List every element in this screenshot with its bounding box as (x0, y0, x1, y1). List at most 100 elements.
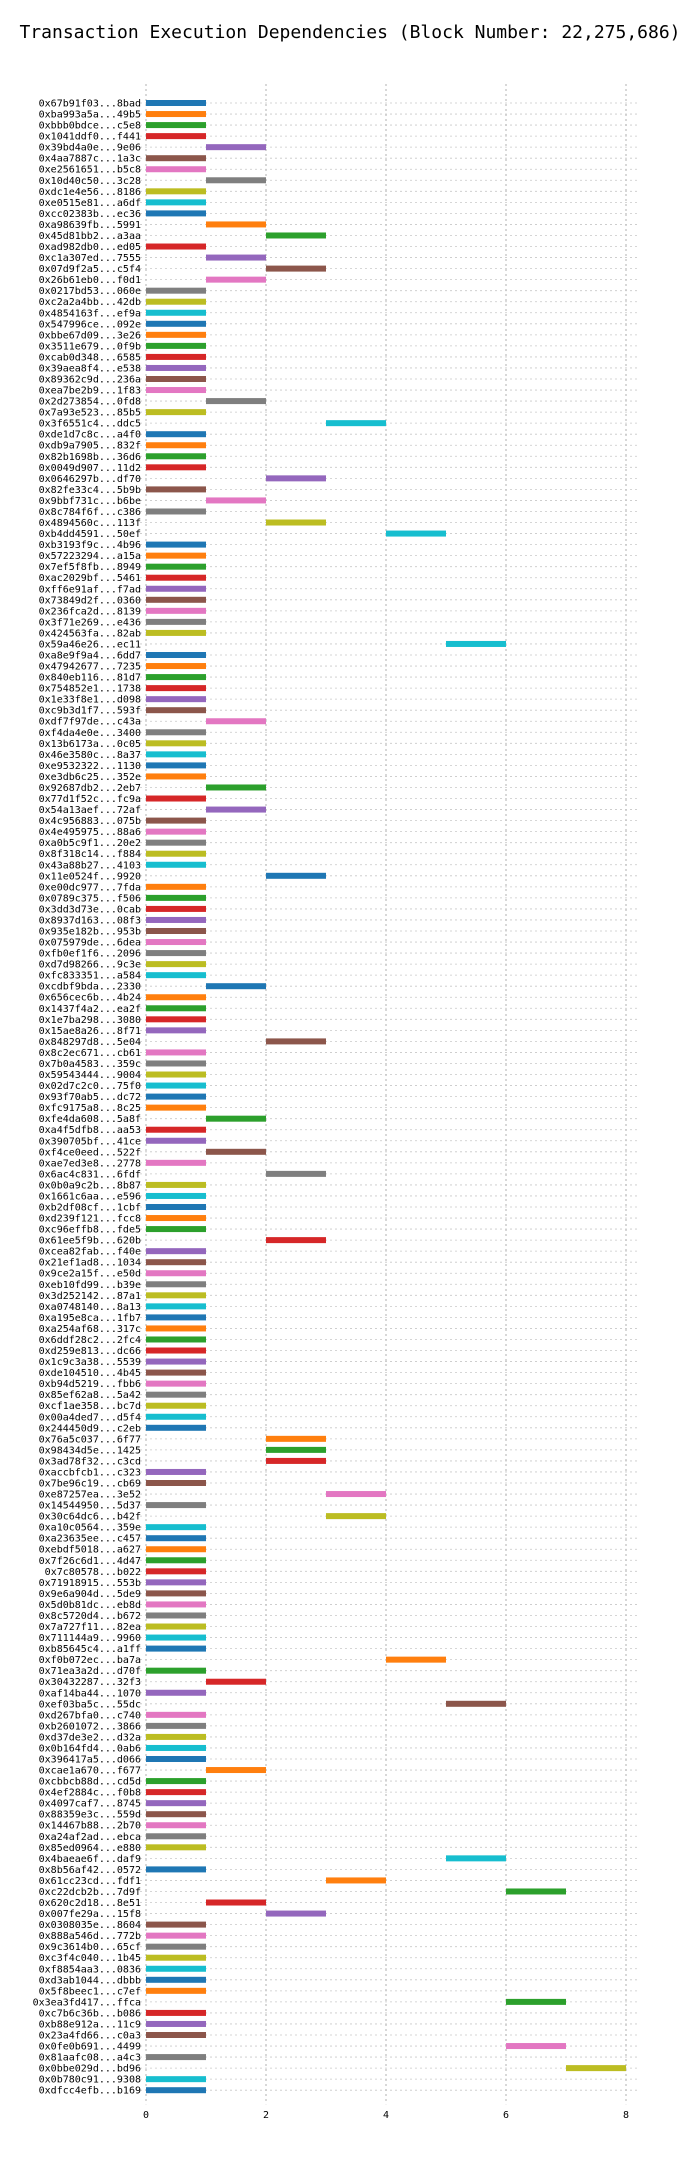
y-tick-label: 0x3f71e269...e436 (39, 617, 141, 628)
bar (146, 1060, 206, 1067)
y-tick-label: 0x424563fa...82ab (39, 628, 141, 639)
bar (206, 1767, 266, 1774)
y-tick-label: 0x14467b88...2b70 (39, 1821, 141, 1832)
y-tick-label: 0x0789c375...f506 (39, 893, 141, 904)
y-tick-label: 0xde104510...4b45 (39, 1368, 141, 1379)
y-tick-label: 0xbbe67d09...3e26 (39, 330, 141, 341)
bar (146, 210, 206, 217)
x-tick-label: 8 (623, 2110, 629, 2121)
y-tick-label: 0x3511e679...0f9b (39, 341, 141, 352)
bar (266, 872, 326, 879)
bar (566, 2065, 626, 2072)
x-tick-label: 2 (263, 2110, 269, 2121)
bar (146, 1822, 206, 1829)
y-tick-label: 0x30432287...32f3 (39, 1677, 141, 1688)
y-tick-label: 0xb2df08cf...1cbf (39, 1203, 141, 1214)
bar (146, 1215, 206, 1222)
y-tick-label: 0xcbbcb88d...cd5d (39, 1777, 141, 1788)
bar (146, 1027, 206, 1034)
y-tick-label: 0x2d273854...0fd8 (39, 397, 141, 408)
bar (146, 1623, 206, 1630)
bar (326, 1491, 386, 1498)
bar (266, 265, 326, 272)
bar (146, 2009, 206, 2016)
bar (146, 199, 206, 206)
y-tick-label: 0x1041ddf0...f441 (39, 132, 141, 143)
bar (206, 1678, 266, 1685)
y-tick-label: 0xa195e8ca...1fb7 (39, 1313, 141, 1324)
y-tick-label: 0xf0b072ec...ba7a (39, 1655, 141, 1666)
y-tick-label: 0x7c80578...b022 (45, 1567, 141, 1578)
bar (146, 817, 206, 824)
bar (146, 1612, 206, 1619)
bar (146, 2054, 206, 2061)
bar (146, 1248, 206, 1255)
y-tick-label: 0x71ea3a2d...d70f (39, 1666, 141, 1677)
y-tick-label: 0xfc833351...a584 (39, 971, 141, 982)
y-tick-label: 0x075979de...6dea (39, 938, 141, 949)
y-tick-label: 0xc9b3d1f7...593f (39, 706, 141, 717)
bar (146, 1546, 206, 1553)
x-tick-label: 0 (143, 2110, 149, 2121)
bar (146, 2020, 206, 2027)
bar (266, 475, 326, 482)
bar (146, 1502, 206, 1509)
bar (146, 1833, 206, 1840)
bar (146, 409, 206, 416)
y-tick-label: 0x1e33f8e1...d098 (39, 695, 141, 706)
y-tick-label: 0xaccbfcb1...c323 (39, 1467, 141, 1478)
y-tick-label: 0x8b56af42...0572 (39, 1865, 141, 1876)
y-tick-label: 0x8c784f6f...c386 (39, 507, 141, 518)
y-tick-label: 0x92687db2...2eb7 (39, 783, 141, 794)
y-tick-label: 0xf4da4e0e...3400 (39, 728, 141, 739)
y-tick-label: 0xea7be2b9...1f83 (39, 386, 141, 397)
y-tick-label: 0x81aafc08...a4c3 (39, 2053, 141, 2064)
y-tick-label: 0x85ed0964...e880 (39, 1843, 141, 1854)
bar (266, 1446, 326, 1453)
bar (146, 574, 206, 581)
y-tick-label: 0xb85645c4...a1ff (39, 1644, 141, 1655)
bar (146, 1954, 206, 1961)
y-tick-label: 0xfe4da608...5a8f (39, 1114, 141, 1125)
y-tick-label: 0x82b1698b...36d6 (39, 452, 141, 463)
y-tick-label: 0xe00dc977...7fda (39, 882, 141, 893)
bar (146, 122, 206, 129)
bar (146, 596, 206, 603)
y-tick-label: 0x0049d907...11d2 (39, 463, 141, 474)
bar (146, 729, 206, 736)
bar (146, 552, 206, 559)
bar (146, 1689, 206, 1696)
y-tick-label: 0x23a4fd66...c0a3 (39, 2031, 141, 2042)
bar (146, 1358, 206, 1365)
y-tick-label: 0x4aa7887c...1a3c (39, 154, 141, 165)
bar (146, 1667, 206, 1674)
y-tick-label: 0x02d7c2c0...75f0 (39, 1081, 141, 1092)
y-tick-label: 0x10d40c50...3c28 (39, 176, 141, 187)
bar (506, 1888, 566, 1895)
y-tick-label: 0xcf1ae358...bc7d (39, 1401, 141, 1412)
bar (146, 685, 206, 692)
y-tick-label: 0xb3193f9c...4b96 (39, 540, 141, 551)
y-tick-label: 0xff6e91af...f7ad (39, 584, 141, 595)
y-tick-label: 0xfc9175a8...8c25 (39, 1103, 141, 1114)
y-tick-label: 0x4097caf7...8745 (39, 1799, 141, 1810)
bar (146, 928, 206, 934)
bar (206, 1115, 266, 1122)
bar (146, 663, 206, 670)
y-tick-label: 0x8c5720d4...b672 (39, 1611, 141, 1622)
bar (146, 133, 206, 140)
y-tick-label: 0x46e3580c...8a37 (39, 750, 141, 761)
bar (146, 1634, 206, 1641)
y-tick-label: 0xd259e813...dc66 (39, 1346, 141, 1357)
bar (146, 707, 206, 714)
y-tick-label: 0xeb10fd99...b39e (39, 1280, 141, 1291)
bar (146, 1292, 206, 1299)
y-tick-label: 0x3dd3d73e...0cab (39, 904, 141, 915)
y-tick-label: 0x39aea8f4...e538 (39, 363, 141, 374)
y-tick-label: 0x0217bd53...060e (39, 286, 141, 297)
bar (146, 243, 206, 250)
y-tick-label: 0xa4f5dfb8...aa53 (39, 1125, 141, 1136)
y-tick-label: 0x396417a5...d066 (39, 1755, 141, 1766)
bar (206, 784, 266, 791)
